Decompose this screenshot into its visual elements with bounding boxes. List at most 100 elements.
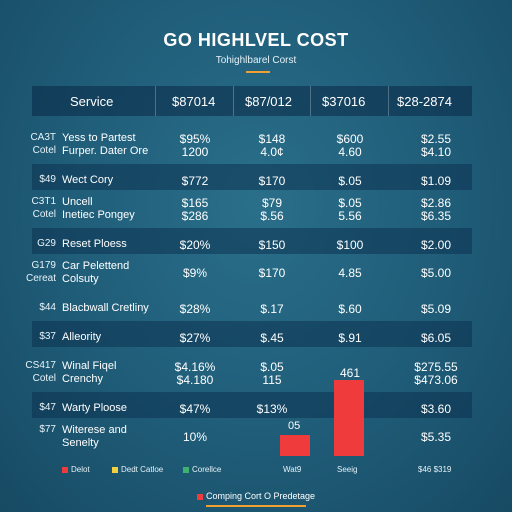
row-value: $.91 bbox=[338, 331, 362, 345]
row-value: $4.16% bbox=[174, 360, 216, 374]
row-value: $95% bbox=[179, 132, 211, 146]
row-value: 4.0¢ bbox=[260, 145, 284, 159]
row-service-name: Alleority bbox=[62, 331, 102, 343]
row-value: $4.10 bbox=[420, 145, 452, 159]
column-header: $87014 bbox=[172, 94, 216, 109]
row-value: $.56 bbox=[260, 209, 284, 223]
row-value: $2.86 bbox=[420, 196, 452, 210]
header-divider bbox=[388, 86, 389, 116]
column-header: $37016 bbox=[322, 94, 366, 109]
row-code: G179 bbox=[31, 260, 56, 271]
row-value: 115 bbox=[262, 373, 282, 387]
row-service-name: Uncell bbox=[62, 196, 93, 208]
row-value: $4.180 bbox=[176, 373, 214, 387]
table-row-band bbox=[32, 392, 472, 418]
row-code: Cotel bbox=[32, 145, 56, 156]
legend-swatch bbox=[112, 466, 118, 473]
row-service-name: Senelty bbox=[62, 437, 99, 449]
legend-item: Corellce bbox=[183, 465, 221, 474]
row-code: $77 bbox=[39, 424, 56, 435]
table-header-row bbox=[32, 86, 472, 116]
bottom-legend-label: Comping Cort O Predetage bbox=[205, 491, 316, 501]
bottom-legend-underline bbox=[206, 505, 306, 507]
row-value: $79 bbox=[261, 196, 283, 210]
row-value: $600 bbox=[336, 132, 364, 146]
table-row-band bbox=[32, 228, 472, 254]
row-value: $170 bbox=[258, 174, 286, 188]
bar-category-label: Seeig bbox=[337, 465, 358, 474]
row-value: 461 bbox=[339, 366, 361, 380]
row-value: $286 bbox=[181, 209, 209, 223]
row-value: 4.60 bbox=[338, 145, 362, 159]
bottom-legend: Comping Cort O Predetage bbox=[0, 491, 512, 501]
row-value: $.60 bbox=[338, 302, 362, 316]
row-service-name: Witerese and bbox=[62, 424, 127, 436]
row-value: $100 bbox=[336, 238, 364, 252]
row-code: G29 bbox=[37, 238, 56, 249]
row-value: $473.06 bbox=[414, 373, 458, 387]
row-code: $47 bbox=[39, 402, 56, 413]
legend-swatch bbox=[62, 466, 68, 473]
row-value: $1.09 bbox=[420, 174, 452, 188]
legend-label: Corellce bbox=[192, 465, 222, 474]
row-code: $44 bbox=[39, 302, 56, 313]
row-value: 10% bbox=[182, 430, 208, 444]
row-value: $165 bbox=[181, 196, 209, 210]
row-service-name: Colsuty bbox=[62, 273, 99, 285]
row-value: $772 bbox=[181, 174, 209, 188]
header-divider bbox=[155, 86, 156, 116]
row-value: $5.09 bbox=[420, 302, 452, 316]
row-value: $.17 bbox=[260, 302, 284, 316]
row-value: $5.00 bbox=[420, 266, 452, 280]
subtitle-underline bbox=[246, 71, 270, 73]
row-code: CA3T bbox=[30, 132, 56, 143]
row-service-name: Warty Ploose bbox=[62, 402, 128, 414]
row-value: $.45 bbox=[260, 331, 284, 345]
row-service-name: Furper. Dater Ore bbox=[62, 145, 149, 157]
row-code: Cotel bbox=[32, 209, 56, 220]
corner-note: $46 $319 bbox=[418, 465, 452, 474]
row-value: $170 bbox=[258, 266, 286, 280]
row-value: $2.00 bbox=[420, 238, 452, 252]
table-row-band bbox=[32, 164, 472, 190]
row-value: $148 bbox=[258, 132, 286, 146]
row-service-name: Car Pelettend bbox=[62, 260, 130, 272]
legend-label: Dedt Catloe bbox=[121, 465, 164, 474]
row-code: Cotel bbox=[32, 373, 56, 384]
row-value: 4.85 bbox=[338, 266, 362, 280]
bottom-legend-swatch bbox=[196, 493, 203, 500]
row-service-name: Reset Ploess bbox=[62, 238, 127, 250]
row-value: 5.56 bbox=[338, 209, 362, 223]
row-value: $.05 bbox=[338, 196, 362, 210]
header-divider bbox=[310, 86, 311, 116]
column-header: $87/012 bbox=[245, 94, 292, 109]
header-divider bbox=[233, 86, 234, 116]
row-value: $5.35 bbox=[420, 430, 452, 444]
row-value: $3.60 bbox=[420, 402, 452, 416]
row-value: $6.35 bbox=[420, 209, 452, 223]
row-value: $.05 bbox=[338, 174, 362, 188]
row-value: $6.05 bbox=[420, 331, 452, 345]
row-value: 1200 bbox=[181, 145, 209, 159]
row-value: $.05 bbox=[260, 360, 284, 374]
row-service-name: Blacbwall Cretliny bbox=[62, 302, 149, 314]
row-code: $37 bbox=[39, 331, 56, 342]
row-service-name: Inetiec Pongey bbox=[62, 209, 135, 221]
row-value: $13% bbox=[256, 402, 288, 416]
row-service-name: Winal Fiqel bbox=[62, 360, 117, 372]
row-code: CS417 bbox=[25, 360, 56, 371]
row-value: $47% bbox=[179, 402, 211, 416]
row-value: $9% bbox=[182, 266, 208, 280]
chart-subtitle: Tohighlbarel Corst bbox=[215, 55, 297, 66]
bar-category-label: Wat9 bbox=[283, 465, 302, 474]
legend-item: Delot bbox=[62, 465, 90, 474]
row-code: $49 bbox=[39, 174, 56, 185]
table-row-band bbox=[32, 321, 472, 347]
column-header-service: Service bbox=[70, 94, 114, 109]
chart-title: GO HIGHLVEL COST bbox=[163, 30, 349, 50]
row-value: $20% bbox=[179, 238, 211, 252]
row-code: Cereat bbox=[25, 273, 56, 284]
row-value: $27% bbox=[179, 331, 211, 345]
bar-1 bbox=[280, 435, 310, 456]
row-value: $28% bbox=[179, 302, 211, 316]
